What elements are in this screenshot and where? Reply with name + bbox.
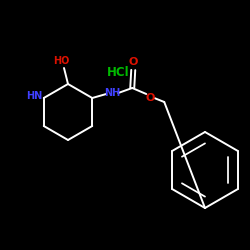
- Text: O: O: [146, 93, 155, 103]
- Text: O: O: [128, 57, 138, 67]
- Text: NH: NH: [104, 88, 120, 98]
- Text: HN: HN: [26, 91, 42, 101]
- Text: HCl: HCl: [107, 66, 129, 78]
- Text: HO: HO: [53, 56, 69, 66]
